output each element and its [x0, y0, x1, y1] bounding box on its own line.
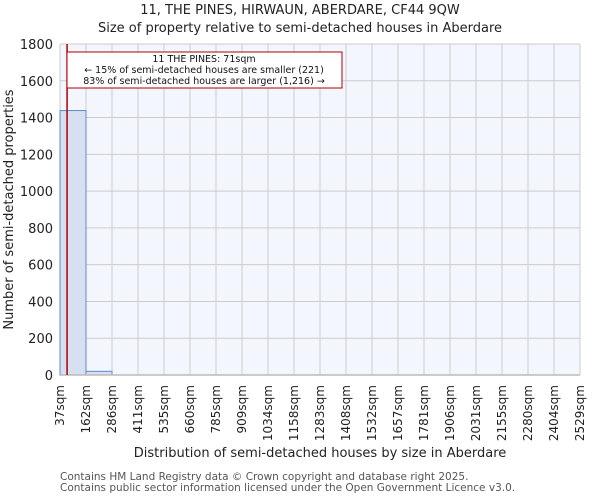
y-tick-label: 1400 [20, 112, 53, 127]
x-tick-label: 1781sqm [417, 385, 431, 441]
x-tick-label: 785sqm [209, 385, 223, 433]
y-tick-label: 400 [28, 295, 53, 310]
y-axis-label: Number of semi-detached properties [2, 89, 17, 329]
x-tick-label: 1657sqm [391, 385, 405, 441]
y-tick-label: 1200 [20, 148, 53, 163]
x-tick-label: 286sqm [105, 385, 119, 433]
chart-title: 11, THE PINES, HIRWAUN, ABERDARE, CF44 9… [140, 3, 460, 18]
y-tick-label: 0 [45, 369, 53, 384]
x-tick-label: 1408sqm [339, 385, 353, 441]
y-tick-label: 600 [28, 259, 53, 274]
x-tick-label: 535sqm [157, 385, 171, 433]
x-tick-label: 1034sqm [261, 385, 275, 441]
x-tick-label: 1158sqm [287, 385, 301, 441]
x-tick-label: 2404sqm [547, 385, 561, 441]
footer-copyright: Contains HM Land Registry data © Crown c… [60, 471, 469, 483]
y-tick-label: 1000 [20, 185, 53, 200]
x-tick-label: 2529sqm [573, 385, 587, 441]
x-tick-label: 909sqm [235, 385, 249, 433]
histogram-bar [59, 110, 87, 376]
x-tick-label: 2031sqm [469, 385, 483, 441]
chart-subtitle: Size of property relative to semi-detach… [97, 21, 503, 36]
x-tick-label: 2155sqm [495, 385, 509, 441]
x-tick-label: 411sqm [131, 385, 145, 433]
x-tick-label: 1906sqm [443, 385, 457, 441]
y-tick-label: 200 [28, 332, 53, 347]
x-tick-label: 1283sqm [313, 385, 327, 441]
footer-licence: Contains public sector information licen… [60, 482, 516, 494]
x-axis-label: Distribution of semi-detached houses by … [134, 446, 507, 461]
y-tick-label: 1600 [20, 75, 53, 90]
annotation-smaller: ← 15% of semi-detached houses are smalle… [84, 65, 324, 76]
y-tick-label: 800 [28, 222, 53, 237]
y-tick-label: 1800 [20, 38, 53, 53]
x-tick-label: 1532sqm [365, 385, 379, 441]
x-tick-label: 660sqm [183, 385, 197, 433]
annotation-title: 11 THE PINES: 71sqm [152, 54, 255, 65]
x-tick-label: 37sqm [53, 385, 67, 426]
annotation-box [66, 51, 343, 89]
x-tick-label: 2280sqm [521, 385, 535, 441]
x-tick-label: 162sqm [79, 385, 93, 433]
annotation-larger: 83% of semi-detached houses are larger (… [83, 76, 325, 87]
